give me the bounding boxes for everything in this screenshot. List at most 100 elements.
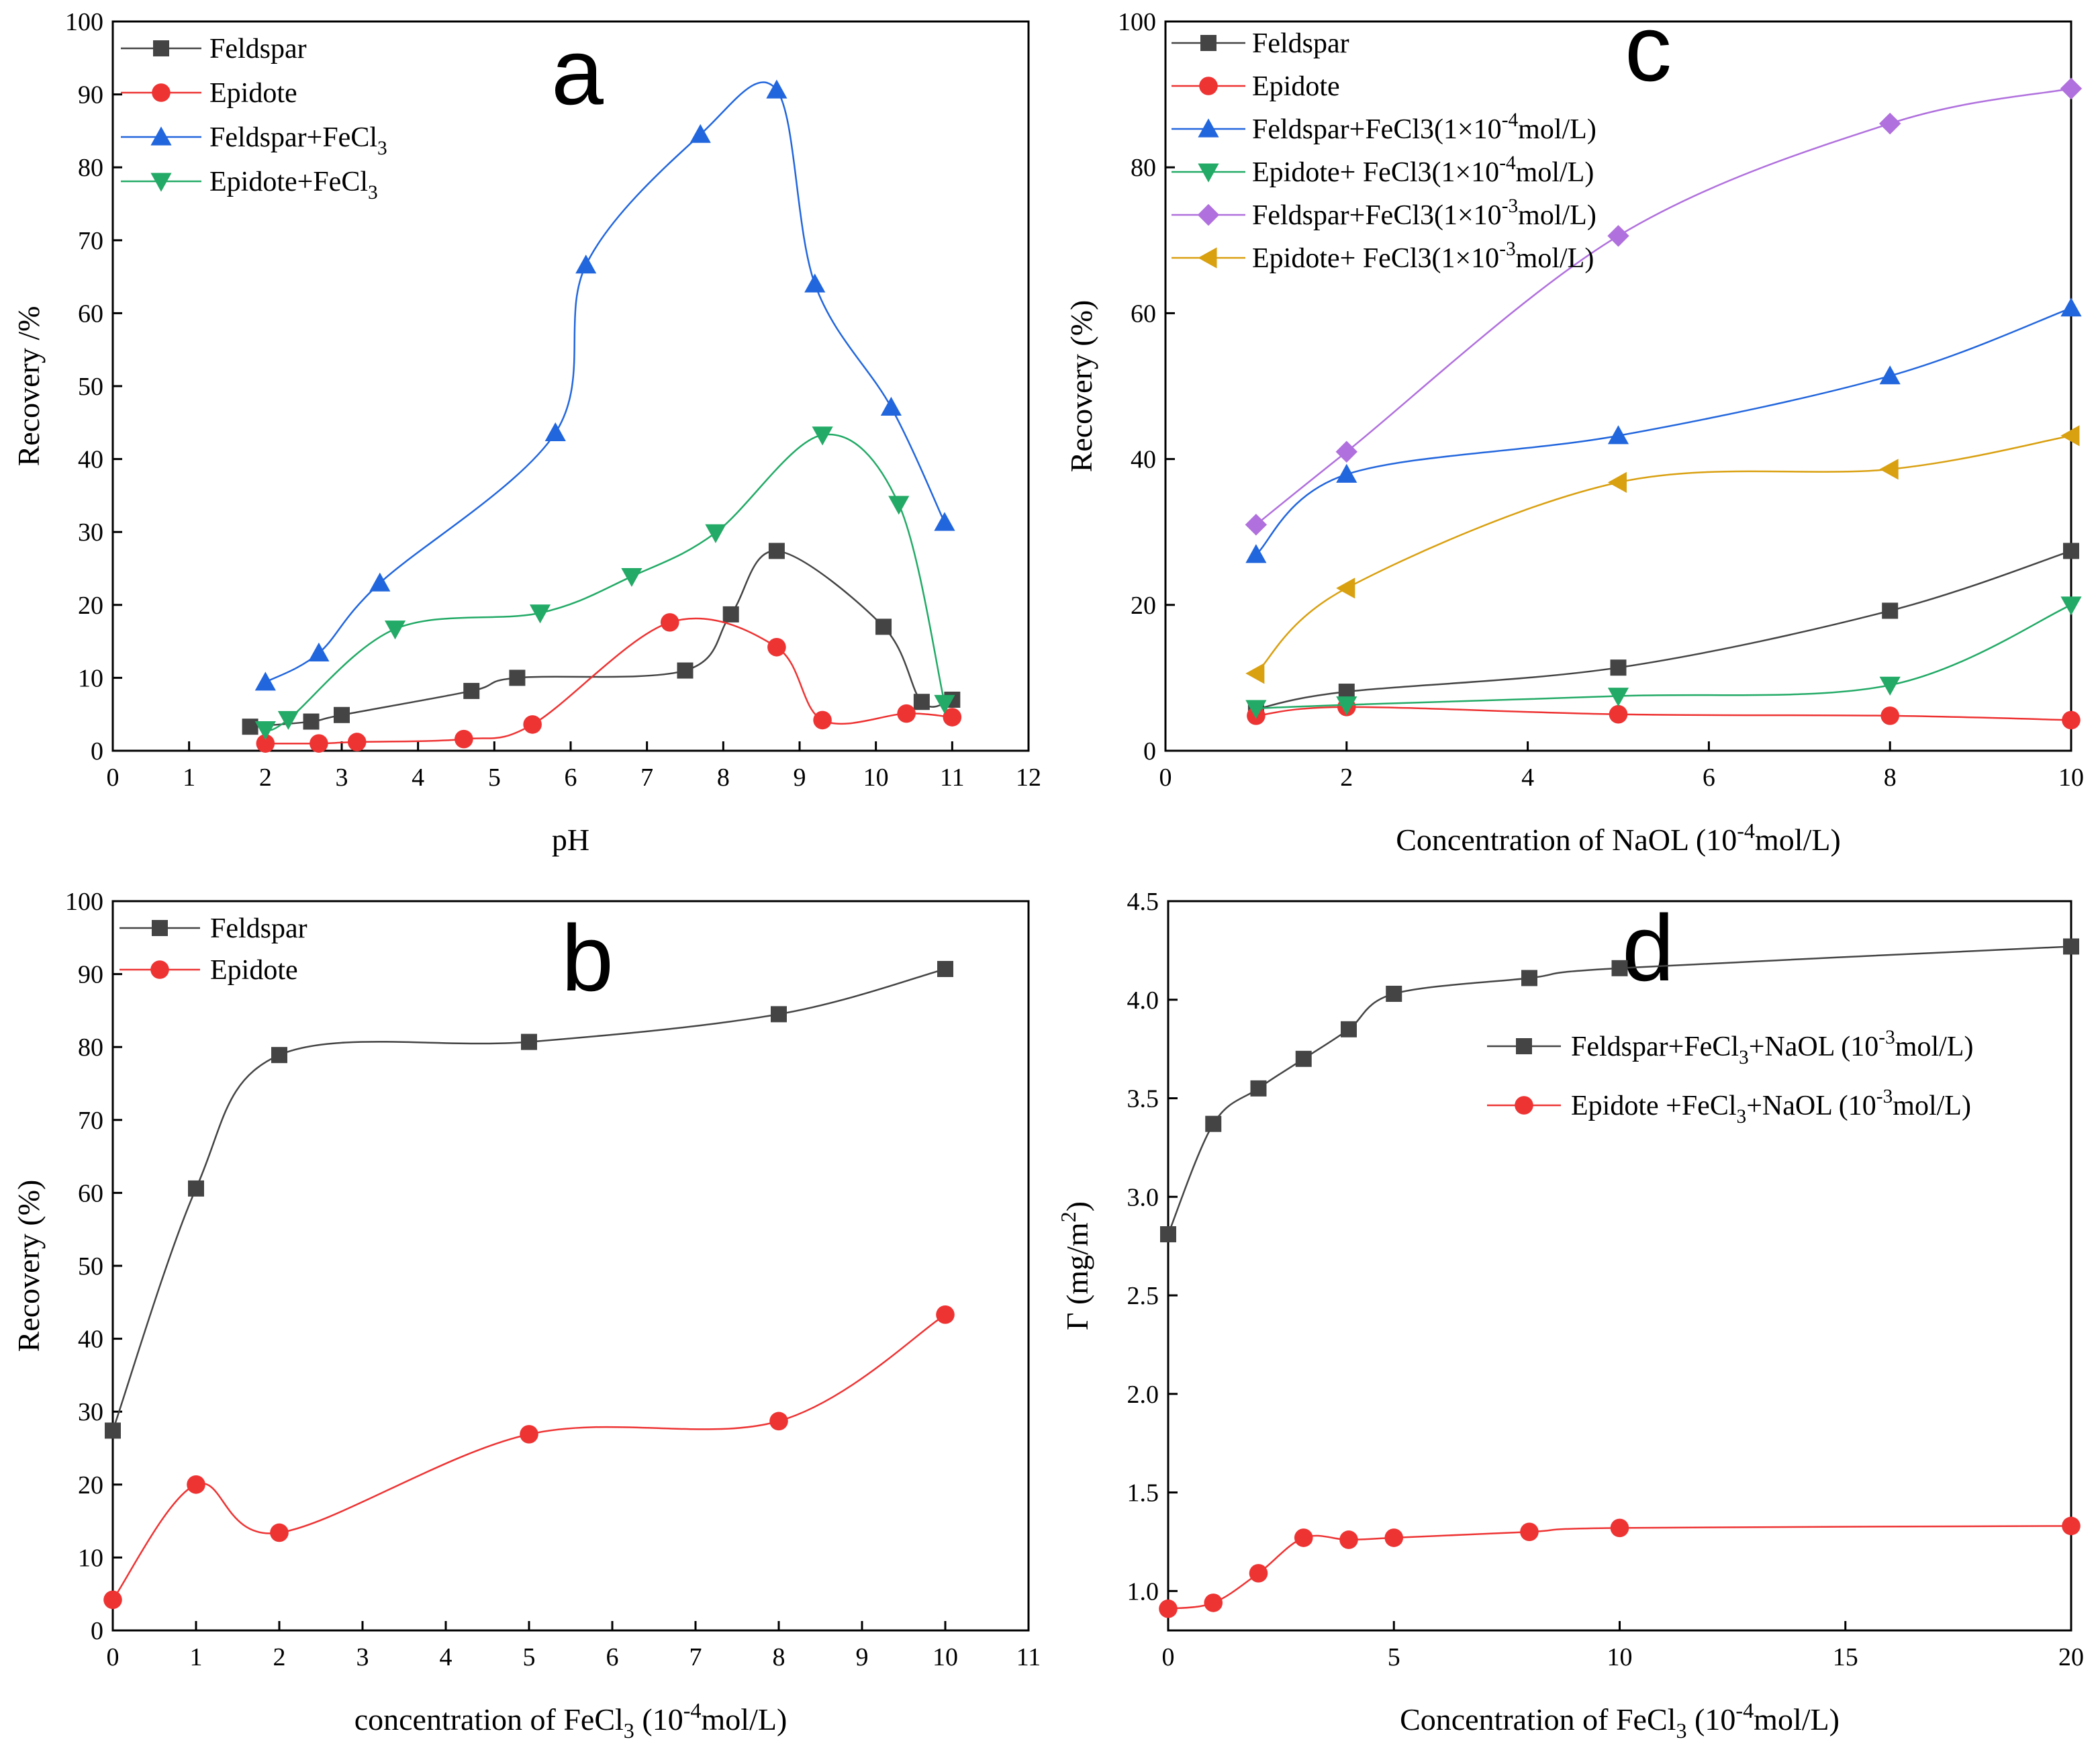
y-tick-label: 80: [78, 1033, 103, 1062]
legend-label: Epidote +FeCl3+NaOL (10-3mol/L): [1571, 1086, 1971, 1127]
data-point: [1245, 514, 1268, 536]
series-line: [265, 433, 946, 731]
y-tick-label: 80: [1131, 154, 1156, 182]
x-tick-label: 10: [2058, 764, 2084, 792]
legend-label: Epidote+ FeCl3(1×10-4mol/L): [1252, 152, 1594, 188]
data-point: [1879, 459, 1899, 480]
data-point: [521, 1033, 537, 1050]
data-point: [1335, 441, 1357, 463]
x-tick-label: 7: [640, 764, 653, 792]
y-tick-label: 40: [78, 446, 103, 474]
legend-d: Feldspar+FeCl3+NaOL (10-3mol/L) Epidote +…: [1487, 1027, 1973, 1127]
data-point: [804, 273, 826, 293]
series-b-1: [103, 1305, 955, 1610]
chart-d: 0 5 10 15 20 1.0 1.5 2.0 2.5 3.0 3.5 4.0 4.5 Concentr…: [1056, 888, 2084, 1743]
data-point: [1879, 365, 1901, 385]
y-tick-label: 2.5: [1127, 1282, 1159, 1310]
series-line: [111, 968, 946, 1431]
data-point: [771, 1006, 787, 1023]
data-point: [575, 255, 597, 274]
legend-marker: [153, 40, 169, 56]
data-point: [529, 604, 551, 624]
x-tick-label: 8: [717, 764, 730, 792]
data-point: [2062, 1516, 2081, 1536]
legend-marker: [1516, 1038, 1532, 1054]
data-point: [509, 669, 526, 686]
legend-marker: [152, 83, 171, 102]
data-point: [463, 682, 480, 699]
data-point: [1338, 684, 1355, 700]
y-tick-label: 1.5: [1127, 1479, 1159, 1508]
data-point: [934, 512, 955, 531]
data-point: [1336, 696, 1357, 716]
series-a-1: [256, 613, 962, 753]
data-point: [769, 1412, 788, 1431]
legend-marker: [1198, 118, 1219, 138]
data-point: [334, 706, 350, 723]
data-point: [943, 708, 962, 727]
series-line: [1255, 307, 2072, 555]
data-point: [2060, 297, 2082, 317]
series-line: [265, 617, 953, 745]
y-tick-label: 1.0: [1127, 1577, 1159, 1606]
data-point: [875, 618, 892, 635]
series-c-5: [1245, 425, 2080, 684]
data-point: [812, 426, 833, 446]
x-tick-label: 10: [933, 1643, 958, 1671]
y-tick-label: 100: [1118, 8, 1156, 36]
data-point: [689, 124, 711, 143]
y-tick-label: 10: [78, 664, 103, 692]
data-point: [455, 729, 473, 749]
legend-marker: [150, 126, 172, 146]
data-point: [1250, 1080, 1267, 1097]
legend-marker: [152, 920, 168, 936]
y-tick-label: 90: [78, 81, 103, 109]
series-line: [1167, 1525, 2072, 1610]
legend-label: Epidote+FeCl3: [209, 167, 378, 203]
data-point: [766, 79, 787, 99]
x-tick-label: 10: [1607, 1643, 1633, 1671]
data-point: [768, 543, 785, 559]
data-point: [1294, 1528, 1313, 1547]
y-axis-label: Recovery (%): [11, 1180, 46, 1352]
x-tick-label: 4: [1521, 764, 1534, 792]
legend-marker: [150, 960, 169, 979]
data-point: [1245, 544, 1267, 563]
y-tick-label: 40: [78, 1326, 103, 1354]
y-tick-label: 60: [78, 299, 103, 328]
y-tick-label: 4.5: [1127, 888, 1159, 916]
x-tick-label: 5: [488, 764, 501, 792]
x-tick-label: 1: [183, 764, 195, 792]
chart-a: 0 1 2 3 4 5 6 7 8 9 10 11 120102030405060708090100pH…: [11, 8, 1041, 857]
y-tick-label: 20: [78, 592, 103, 620]
data-point: [303, 713, 320, 730]
data-point: [520, 1425, 538, 1444]
legend-label: Feldspar+FeCl3(1×10-4mol/L): [1252, 109, 1596, 145]
data-point: [1607, 425, 1629, 445]
x-tick-label: 10: [863, 764, 889, 792]
data-point: [1336, 577, 1355, 599]
data-point: [705, 524, 726, 543]
series-a-2: [254, 79, 955, 691]
x-tick-label: 5: [1388, 1643, 1400, 1671]
legend-label: Feldspar: [210, 913, 307, 944]
series-c-0: [1247, 543, 2079, 718]
y-tick-label: 20: [78, 1471, 103, 1499]
data-point: [270, 1523, 289, 1542]
x-axis-label: concentration of FeCl3 (10-4mol/L): [354, 1698, 787, 1743]
panel-letter-d: d: [1622, 895, 1674, 1001]
data-point: [1520, 1522, 1539, 1542]
y-tick-label: 0: [1143, 737, 1156, 766]
data-point: [936, 1305, 955, 1324]
data-point: [813, 710, 832, 730]
data-point: [277, 710, 299, 730]
y-tick-label: 0: [91, 737, 103, 766]
data-point: [1880, 706, 1899, 725]
series-b-0: [105, 960, 953, 1439]
data-point: [2062, 710, 2081, 730]
y-tick-label: 90: [78, 961, 103, 989]
x-tick-label: 0: [107, 1643, 120, 1671]
plot-frame-c: [1164, 20, 2072, 752]
x-tick-label: 6: [606, 1643, 619, 1671]
